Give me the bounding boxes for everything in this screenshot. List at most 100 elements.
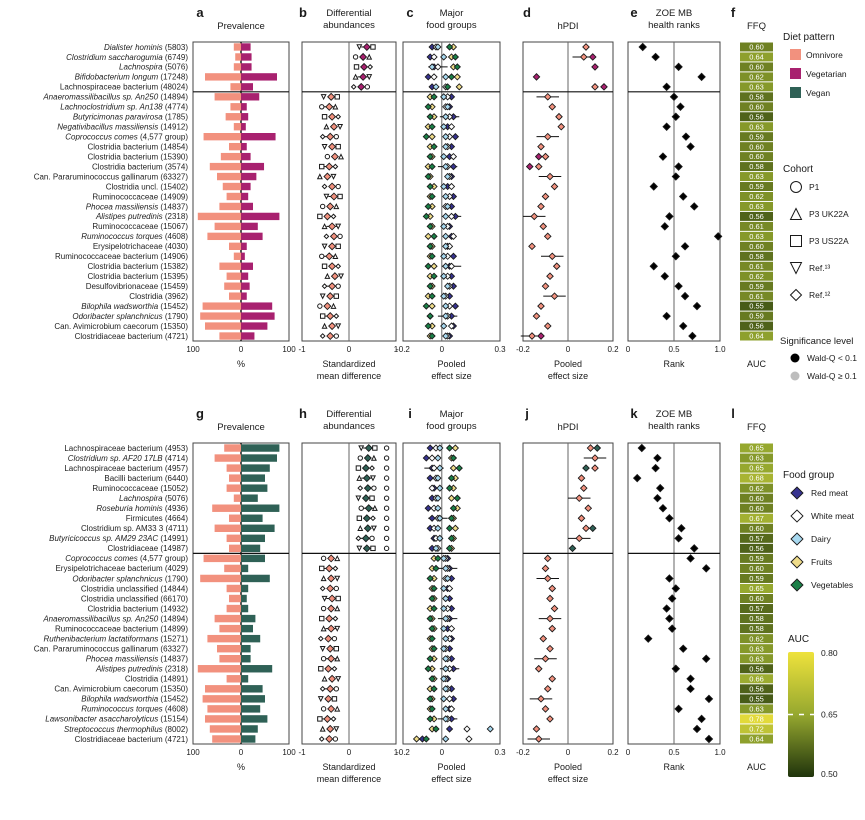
- tdown-cohort-marker: [320, 94, 327, 101]
- taxon-row: Clostridia (14891) 0.66: [125, 674, 773, 684]
- smd-diamond: [328, 674, 337, 683]
- food-dairy-diamond: [442, 635, 450, 643]
- smd-diamond: [364, 443, 373, 453]
- panel-title-i: food groups: [426, 421, 476, 432]
- prevalence-bar-right: [241, 534, 265, 543]
- ffq-auc-value: 0.56: [749, 544, 764, 553]
- hpdi-diamond: [548, 102, 557, 111]
- ffq-auc-value: 0.60: [749, 102, 764, 111]
- prevalence-bar-left: [226, 192, 241, 201]
- smd-diamond: [327, 654, 336, 663]
- panel-title-k: health ranks: [648, 421, 700, 432]
- tdown-cohort-marker: [321, 243, 328, 250]
- diam-cohort-marker: [319, 333, 326, 339]
- axis-tick: 100: [186, 345, 200, 354]
- food-vegetables-diamond: [445, 444, 454, 452]
- ffq-auc-value: 0.62: [749, 484, 764, 493]
- prevalence-bar-left: [209, 162, 241, 171]
- smd-diamond: [329, 192, 338, 201]
- food-fruits-diamond: [453, 504, 461, 512]
- significance-legend-label: Wald-Q ≥ 0.1: [807, 371, 857, 381]
- hpdi-diamond: [534, 664, 543, 673]
- diam-cohort-marker: [319, 685, 326, 692]
- tup-cohort-marker: [334, 655, 341, 662]
- prevalence-bar-right: [241, 332, 255, 340]
- taxon-row: Can. Pararuminococcus gallinarum (63327)…: [34, 172, 773, 181]
- tdown-cohort-marker: [356, 545, 363, 552]
- rank-diamond: [681, 132, 691, 141]
- taxon-row: Butyricicoccus sp. AM29 23AC (14991) 0.57: [49, 533, 773, 543]
- prevalence-bar-right: [241, 312, 275, 320]
- ffq-auc-cell: [740, 321, 773, 331]
- significance-dot: [790, 371, 800, 381]
- food-vegetables-diamond: [430, 143, 438, 151]
- axis-tick: -0.2: [516, 345, 530, 354]
- smd-diamond: [326, 292, 335, 301]
- hpdi-diamond: [543, 554, 552, 563]
- taxon-row: Clostridia bacterium (15390) 0.60: [88, 152, 773, 161]
- taxon-label: Odoribacter splanchnicus (1790): [72, 312, 188, 321]
- food-white_meat-diamond: [430, 53, 438, 61]
- tdown-cohort-marker: [321, 595, 328, 602]
- taxon-label: Erysipelotrichaceae (4030): [93, 242, 188, 251]
- food-dairy-diamond: [436, 534, 444, 542]
- food-red_meat-diamond: [449, 282, 458, 290]
- ffq-auc-value: 0.59: [749, 282, 764, 291]
- ffq-auc-value: 0.60: [749, 524, 764, 533]
- taxon-row: Ruminococcaceae (15052) 0.62: [92, 483, 773, 493]
- food-dairy-diamond: [442, 705, 450, 713]
- prevalence-bar-right: [241, 504, 280, 512]
- prevalence-bar-left: [224, 444, 241, 452]
- hpdi-diamond: [555, 112, 563, 121]
- food-dairy-diamond: [440, 292, 448, 300]
- taxon-row: Can. Avimicrobium caecorum (15350) 0.56: [54, 684, 773, 694]
- food-group-legend-label: Dairy: [811, 534, 832, 544]
- smd-diamond: [363, 454, 372, 463]
- tup-cohort-marker: [334, 555, 341, 562]
- tdown-cohort-marker: [334, 575, 341, 582]
- ffq-auc-value: 0.63: [749, 644, 764, 653]
- prevalence-bar-right: [241, 554, 265, 563]
- diam-cohort-marker: [357, 485, 364, 492]
- square-cohort-marker: [319, 163, 325, 170]
- prevalence-bar-right: [241, 514, 263, 522]
- food-red_meat-diamond: [447, 715, 456, 723]
- smd-diamond: [362, 42, 371, 52]
- food-vegetables-diamond: [451, 53, 460, 61]
- axis-label-c: Pooled: [437, 359, 465, 369]
- ffq-auc-cell: [740, 644, 773, 654]
- panel-title-a: Prevalence: [217, 21, 265, 32]
- prevalence-bar-right: [241, 675, 249, 683]
- hpdi-diamond: [575, 534, 584, 543]
- food-legend-dairy-diamond: [790, 532, 804, 546]
- square-cohort-marker: [356, 515, 363, 521]
- food-fruits-diamond: [455, 83, 463, 91]
- taxon-label: Ruminococcaceae (15067): [92, 222, 188, 231]
- smd-diamond: [326, 644, 335, 653]
- prevalence-bar-left: [229, 142, 241, 151]
- prevalence-bar-left: [229, 474, 241, 482]
- panel-title-j: hPDI: [557, 422, 578, 433]
- smd-diamond: [327, 554, 336, 563]
- taxon-label: Clostridia bacterium (15390): [88, 152, 189, 161]
- food-legend-red-meat-diamond: [790, 486, 804, 500]
- axis-tick: 0.2: [607, 345, 619, 354]
- panel-title-l: FFQ: [747, 422, 766, 433]
- food-vegetables-diamond: [428, 675, 436, 683]
- diam-cohort-marker: [332, 615, 339, 622]
- hpdi-diamond: [568, 544, 577, 553]
- panel-title-e: ZOE MB: [656, 8, 692, 19]
- food-fruits-diamond: [430, 113, 438, 121]
- food-dairy-diamond: [440, 93, 448, 101]
- food-vegetables-diamond: [428, 624, 436, 633]
- taxon-row: Ruthenibacterium lactatiformans (15271) 0…: [43, 634, 773, 643]
- diet-pattern-legend-title: Diet pattern: [783, 32, 835, 43]
- taxon-row: Clostridia bacterium (15395) 0.62: [88, 271, 773, 281]
- tdown-cohort-marker: [369, 475, 376, 482]
- taxon-label: Can. Pararuminococcus gallinarum (63327): [34, 644, 189, 653]
- taxon-row: Odoribacter splanchnicus (1790) 0.59: [72, 311, 773, 321]
- prevalence-bar-right: [241, 63, 252, 71]
- ffq-auc-cell: [740, 172, 773, 182]
- food-white_meat-diamond: [443, 272, 452, 280]
